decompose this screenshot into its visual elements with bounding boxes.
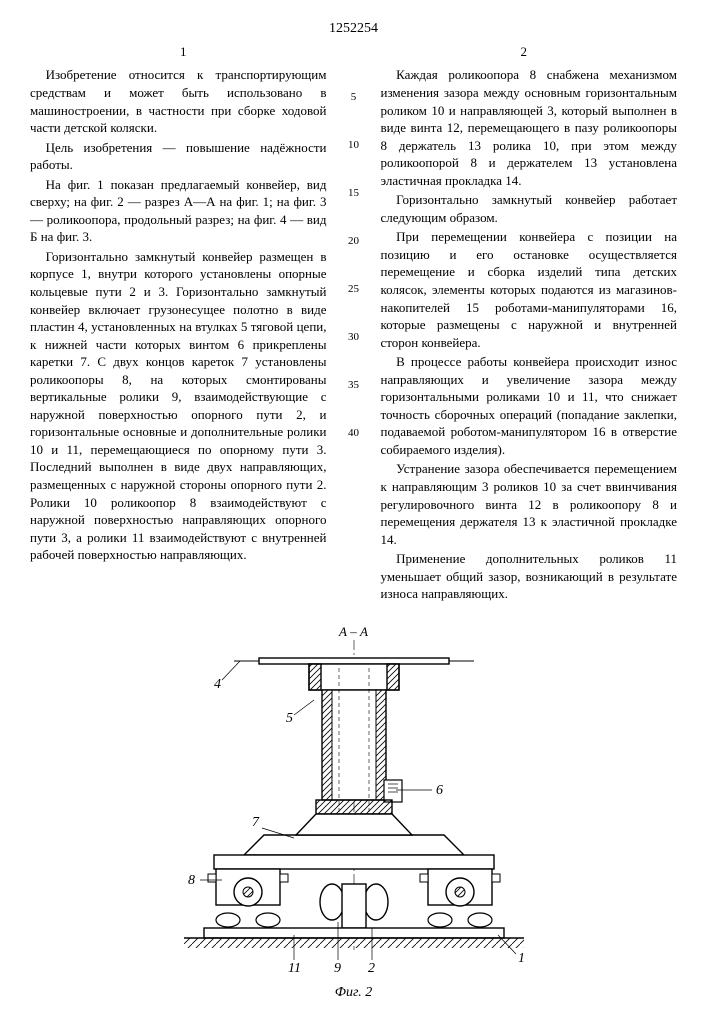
callout-11: 11 — [288, 961, 301, 976]
para: Цель изобретения — повышение надёжности … — [30, 139, 327, 174]
callout-1: 1 — [518, 951, 525, 966]
para: Каждая роликоопора 8 снабжена механизмом… — [381, 66, 678, 189]
line-marker: 15 — [345, 186, 363, 201]
para: Горизонтально замкнутый конвейер работае… — [381, 191, 678, 226]
line-marker: 30 — [345, 330, 363, 345]
callout-4: 4 — [214, 677, 221, 692]
left-column: Изобретение относится к транспортирующим… — [30, 66, 327, 604]
callout-7: 7 — [252, 815, 260, 830]
para: При перемещении конвейера с позиции на п… — [381, 228, 678, 351]
para: В процессе работы конвейера происходит и… — [381, 353, 678, 458]
document-number: 1252254 — [30, 20, 677, 39]
text-columns: Изобретение относится к транспортирующим… — [30, 66, 677, 604]
column-numbers: 1 2 — [30, 43, 677, 61]
line-marker: 5 — [345, 90, 363, 105]
para: Применение дополнительных роликов 11 уме… — [381, 550, 678, 603]
para: Горизонтально замкнутый конвейер размеще… — [30, 248, 327, 564]
col-num-right: 2 — [521, 43, 528, 61]
callout-2: 2 — [368, 961, 375, 976]
line-number-gutter: 5 10 15 20 25 30 35 40 — [345, 66, 363, 604]
figure-caption: Фиг. 2 — [30, 984, 677, 1003]
figure-2-svg: 4 5 6 7 8 11 9 2 1 — [144, 640, 564, 980]
callout-6: 6 — [436, 783, 443, 798]
line-marker: 35 — [345, 378, 363, 393]
line-marker: 20 — [345, 234, 363, 249]
col-num-left: 1 — [180, 43, 187, 61]
roller-support-left — [208, 869, 288, 927]
roller-support-right — [420, 869, 500, 927]
section-label: А – А — [30, 623, 677, 641]
callout-8: 8 — [188, 873, 195, 888]
para: На фиг. 1 показан предлагаемый конвейер,… — [30, 176, 327, 246]
right-column: Каждая роликоопора 8 снабжена механизмом… — [381, 66, 678, 604]
line-marker: 10 — [345, 138, 363, 153]
figure-2: А – А — [30, 623, 677, 1003]
callout-9: 9 — [334, 961, 341, 976]
para: Изобретение относится к транспортирующим… — [30, 66, 327, 136]
line-marker: 25 — [345, 282, 363, 297]
callout-5: 5 — [286, 711, 293, 726]
para: Устранение зазора обеспечивается перемещ… — [381, 460, 678, 548]
line-marker: 40 — [345, 426, 363, 441]
